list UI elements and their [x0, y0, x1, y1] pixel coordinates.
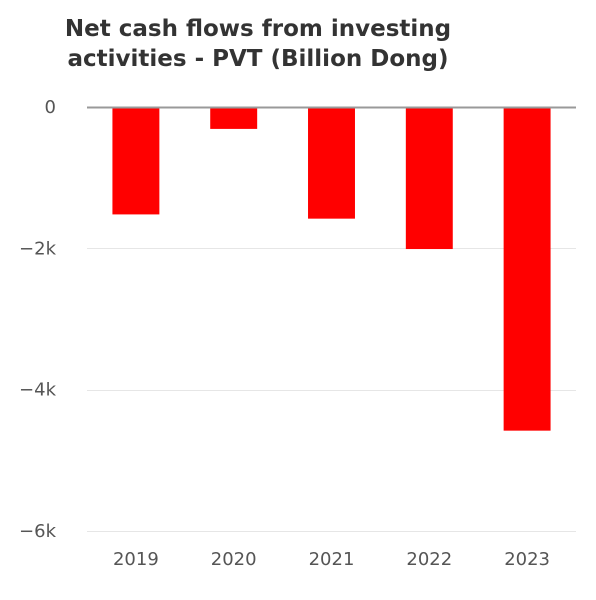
- y-axis-labels: 0 −2k −4k −6k: [19, 97, 57, 542]
- bars: [112, 107, 551, 431]
- chart-title: Net cash flows from investing activities…: [0, 14, 516, 74]
- x-tick-label: 2019: [113, 549, 159, 570]
- y-tick-label: 0: [45, 97, 56, 118]
- bar-2021[interactable]: [308, 107, 355, 219]
- bar-2020[interactable]: [210, 107, 258, 129]
- x-axis-labels: 2019 2020 2021 2022 2023: [113, 549, 550, 570]
- bar-2022[interactable]: [405, 107, 453, 250]
- chart-title-line-1: Net cash flows from investing: [64, 16, 452, 42]
- x-tick-label: 2022: [406, 549, 452, 570]
- x-tick-label: 2021: [309, 549, 355, 570]
- gridlines: [87, 248, 576, 532]
- bar-2023[interactable]: [503, 107, 551, 431]
- y-tick-label: −2k: [19, 238, 57, 259]
- bar-2019[interactable]: [112, 107, 160, 215]
- y-tick-label: −4k: [19, 380, 57, 401]
- chart-title-line-2: activities - PVT (Billion Dong): [67, 46, 449, 72]
- x-tick-label: 2020: [211, 549, 257, 570]
- y-tick-label: −6k: [19, 521, 57, 542]
- x-tick-label: 2023: [504, 549, 550, 570]
